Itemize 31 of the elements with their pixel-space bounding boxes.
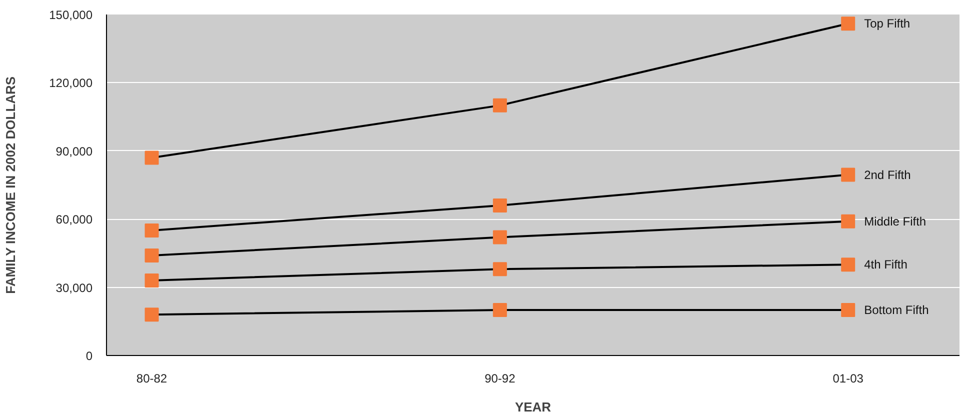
point bbox=[144, 308, 159, 322]
point bbox=[144, 223, 159, 238]
y-tick-label: 60,000 bbox=[56, 212, 93, 227]
point bbox=[841, 303, 856, 318]
series-label: Bottom Fifth bbox=[864, 303, 929, 318]
point bbox=[492, 98, 507, 112]
series-label: Top Fifth bbox=[864, 16, 910, 31]
y-tick-label: 90,000 bbox=[56, 144, 93, 158]
point bbox=[492, 262, 507, 276]
y-tick-label: 0 bbox=[86, 349, 93, 363]
x-axis-title: YEAR bbox=[514, 400, 552, 414]
point bbox=[144, 248, 159, 262]
y-tick-label: 150,000 bbox=[49, 8, 93, 22]
point bbox=[841, 214, 856, 228]
x-tick-label: 01-03 bbox=[832, 372, 864, 386]
y-axis-title: FAMILY INCOME IN 2002 DOLLARS bbox=[3, 76, 18, 294]
point bbox=[492, 303, 507, 318]
point bbox=[144, 273, 159, 288]
x-tick-label: 90-92 bbox=[484, 372, 516, 386]
y-tick-label: 120,000 bbox=[49, 76, 93, 90]
x-tick-label: 80-82 bbox=[136, 372, 168, 386]
point bbox=[841, 168, 856, 182]
y-tick-label: 30,000 bbox=[56, 280, 93, 295]
point bbox=[841, 16, 856, 31]
series-label: 2nd Fifth bbox=[864, 168, 911, 182]
point bbox=[841, 258, 856, 272]
series-label: Middle Fifth bbox=[864, 214, 926, 228]
point bbox=[492, 198, 507, 212]
series-label: 4th Fifth bbox=[864, 258, 908, 272]
point bbox=[144, 150, 159, 165]
point bbox=[492, 230, 507, 244]
